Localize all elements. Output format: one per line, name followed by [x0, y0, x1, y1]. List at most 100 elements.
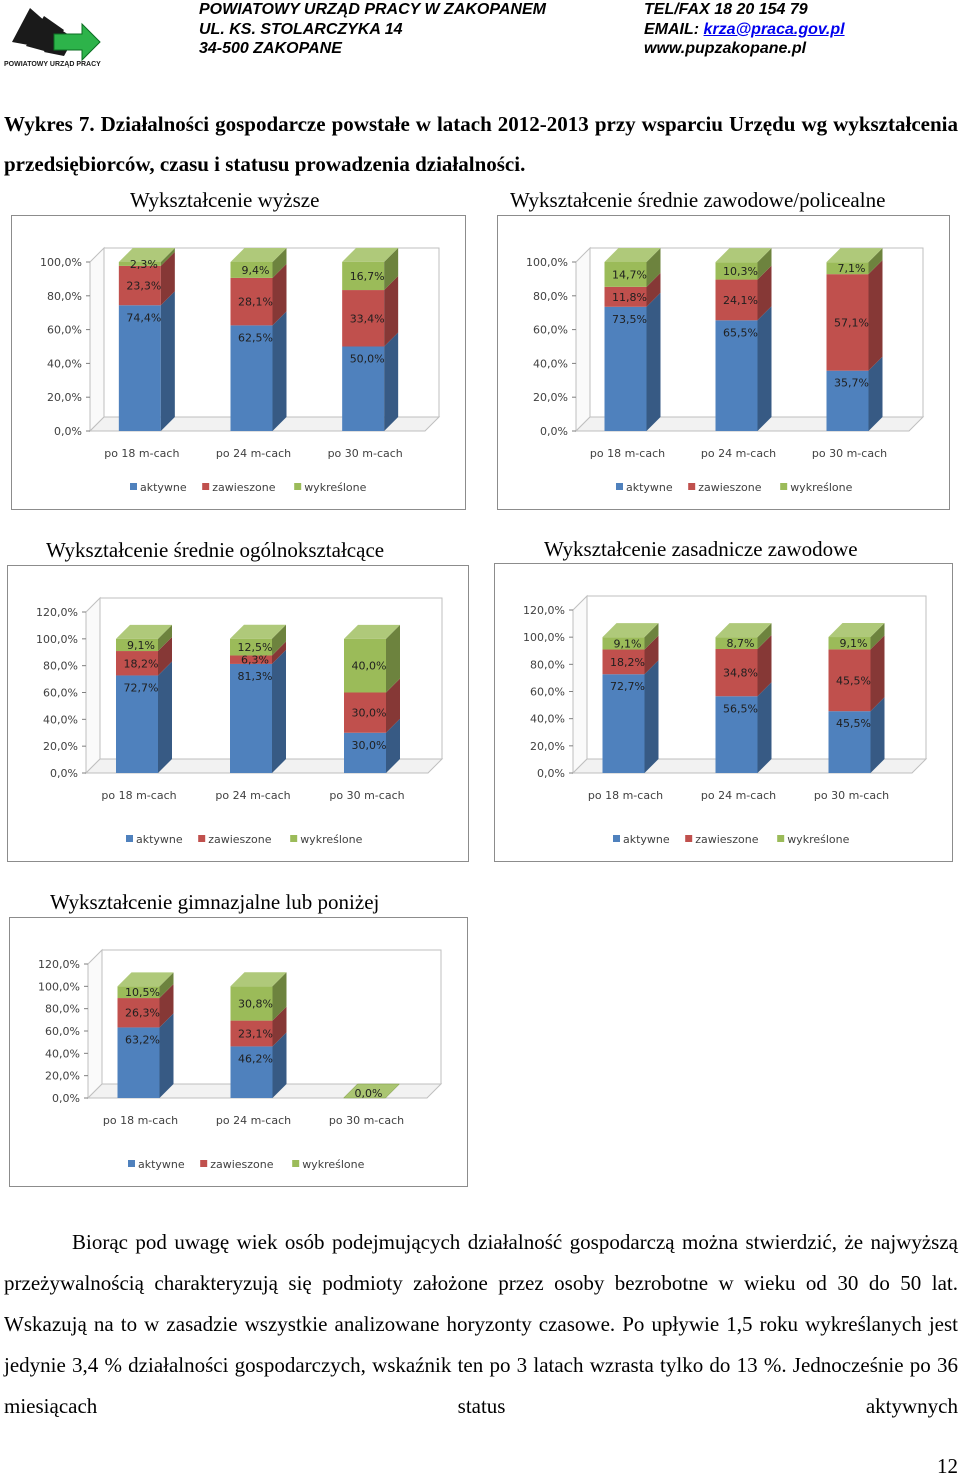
bar-top — [826, 248, 883, 263]
bar-top — [116, 624, 172, 639]
bar-top — [230, 248, 287, 262]
bar-side — [159, 972, 174, 999]
back-wall-edge — [587, 595, 927, 759]
data-label: 35,7% — [834, 377, 869, 390]
bar-segment — [230, 655, 272, 664]
bar-side — [870, 623, 885, 650]
bar-side — [272, 263, 287, 326]
x-tick-label: po 30 m-cach — [328, 447, 403, 460]
x-tick-label: po 30 m-cach — [814, 789, 889, 802]
bar-side — [158, 624, 172, 652]
data-label: 8,7% — [727, 637, 755, 650]
bar-top — [342, 1083, 401, 1099]
address-block: POWIATOWY URZĄD PRACY W ZAKOPANEM UL. KS… — [199, 0, 546, 59]
bar-top — [604, 248, 661, 262]
bar-segment — [118, 265, 161, 306]
website[interactable]: www.pupzakopane.pl — [644, 40, 807, 57]
bar-side — [160, 291, 175, 431]
bar-segment — [230, 277, 273, 326]
data-label: 18,2% — [610, 656, 645, 669]
city: 34-500 ZAKOPANE — [199, 40, 342, 57]
bar-side — [757, 248, 772, 280]
data-label: 11,8% — [612, 291, 647, 304]
bar-side — [272, 311, 287, 431]
legend-swatch — [290, 835, 298, 842]
bar-segment — [117, 1027, 160, 1098]
data-label: 23,1% — [238, 1028, 273, 1041]
chart-title-2: Wykształcenie średnie zawodowe/policealn… — [510, 188, 886, 212]
legend-swatch — [688, 483, 696, 490]
legend-label: wykreślone — [304, 481, 366, 494]
left-wall — [85, 596, 101, 775]
bar-segment — [230, 325, 273, 431]
chart-title-3: Wykształcenie średnie ogólnokształcące — [46, 538, 385, 562]
back-wall-edge — [104, 247, 440, 417]
y-tick-label: 0,0% — [52, 1092, 80, 1105]
data-label: 30,8% — [238, 997, 273, 1010]
bar-side — [868, 248, 883, 275]
back-wall-edge — [102, 949, 442, 1084]
data-label: 74,4% — [126, 311, 161, 324]
left-wall — [89, 246, 105, 433]
bar-segment — [230, 1046, 273, 1098]
street: UL. KS. STOLARCZYKA 14 — [199, 20, 403, 38]
y-tick-label: 60,0% — [43, 687, 78, 700]
y-tick-label: 100,0% — [38, 980, 80, 993]
y-tick-label: 120,0% — [38, 958, 80, 971]
bar-segment — [715, 696, 758, 773]
data-label: 57,1% — [834, 316, 869, 329]
body-text: Biorąc pod uwagę wiek osób podejmujących… — [4, 1230, 958, 1418]
y-tick-label: 0,0% — [54, 425, 82, 438]
bar-segment — [602, 649, 645, 675]
legend-label: zawieszone — [695, 833, 759, 846]
legend-swatch — [685, 835, 693, 842]
y-tick-label: 60,0% — [533, 324, 568, 337]
page-number: 12 — [937, 1454, 958, 1478]
data-label: 45,5% — [836, 717, 871, 730]
y-tick-label: 20,0% — [45, 1070, 80, 1083]
y-tick-label: 60,0% — [45, 1025, 80, 1038]
email-row: EMAIL: krza@praca.gov.pl — [644, 20, 845, 40]
bar-side — [272, 248, 287, 278]
chart-svg-2: 0,0% 20,0% 40,0% 60,0% 80,0% 100,0% 73,5% 11,8%… — [526, 246, 925, 494]
y-tick-label: 40,0% — [530, 713, 565, 726]
chart-panel-3: 0,0% 20,0% 40,0% 60,0% 80,0% 100,0% 120,0% 72,7… — [7, 565, 469, 862]
bar-side — [386, 718, 400, 773]
legend-swatch — [128, 1160, 135, 1167]
chart-svg-4: 0,0% 20,0% 40,0% 60,0% 80,0% 100,0% 120,0% 72,7… — [523, 594, 928, 846]
legend-label: zawieszone — [212, 481, 276, 494]
back-wall-edge — [100, 597, 443, 759]
bar-segment — [118, 305, 161, 431]
legend-label: aktywne — [623, 833, 670, 846]
y-tick-label: 20,0% — [533, 391, 568, 404]
legend-label: zawieszone — [208, 833, 272, 846]
bar-side — [384, 276, 399, 347]
bar-side — [870, 635, 885, 712]
bar-segment — [604, 306, 647, 431]
legend-swatch — [202, 483, 210, 490]
data-label: 81,3% — [238, 670, 273, 683]
data-label: 24,1% — [723, 294, 758, 307]
bar-segment — [116, 651, 158, 676]
data-label: 72,7% — [610, 680, 645, 693]
bar-side — [384, 247, 399, 291]
chart-panel-5: 0,0% 20,0% 40,0% 60,0% 80,0% 100,0% 120,0% 63,2… — [9, 917, 468, 1187]
email-link[interactable]: krza@praca.gov.pl — [703, 20, 845, 38]
x-tick-label: po 24 m-cach — [216, 447, 291, 460]
legend-label: wykreślone — [787, 833, 849, 846]
bar-segment — [230, 986, 273, 1021]
data-label: 6,3% — [241, 654, 269, 667]
data-label: 7,1% — [838, 262, 866, 275]
bar-top — [715, 248, 772, 263]
bar-segment — [828, 637, 871, 650]
data-label: 2,3% — [130, 258, 158, 271]
data-label: 63,2% — [125, 1033, 160, 1046]
y-tick-label: 0,0% — [50, 767, 78, 780]
y-tick-label: 80,0% — [45, 1003, 80, 1016]
legend-label: wykreślone — [300, 833, 362, 846]
bar-segment — [230, 1020, 273, 1047]
data-label: 0,0% — [355, 1087, 383, 1100]
data-label: 65,5% — [723, 326, 758, 339]
data-label: 9,1% — [840, 637, 868, 650]
chart-panel-1: 0,0% 20,0% 40,0% 60,0% 80,0% 100,0% 74,4% 23,3%… — [11, 215, 466, 510]
